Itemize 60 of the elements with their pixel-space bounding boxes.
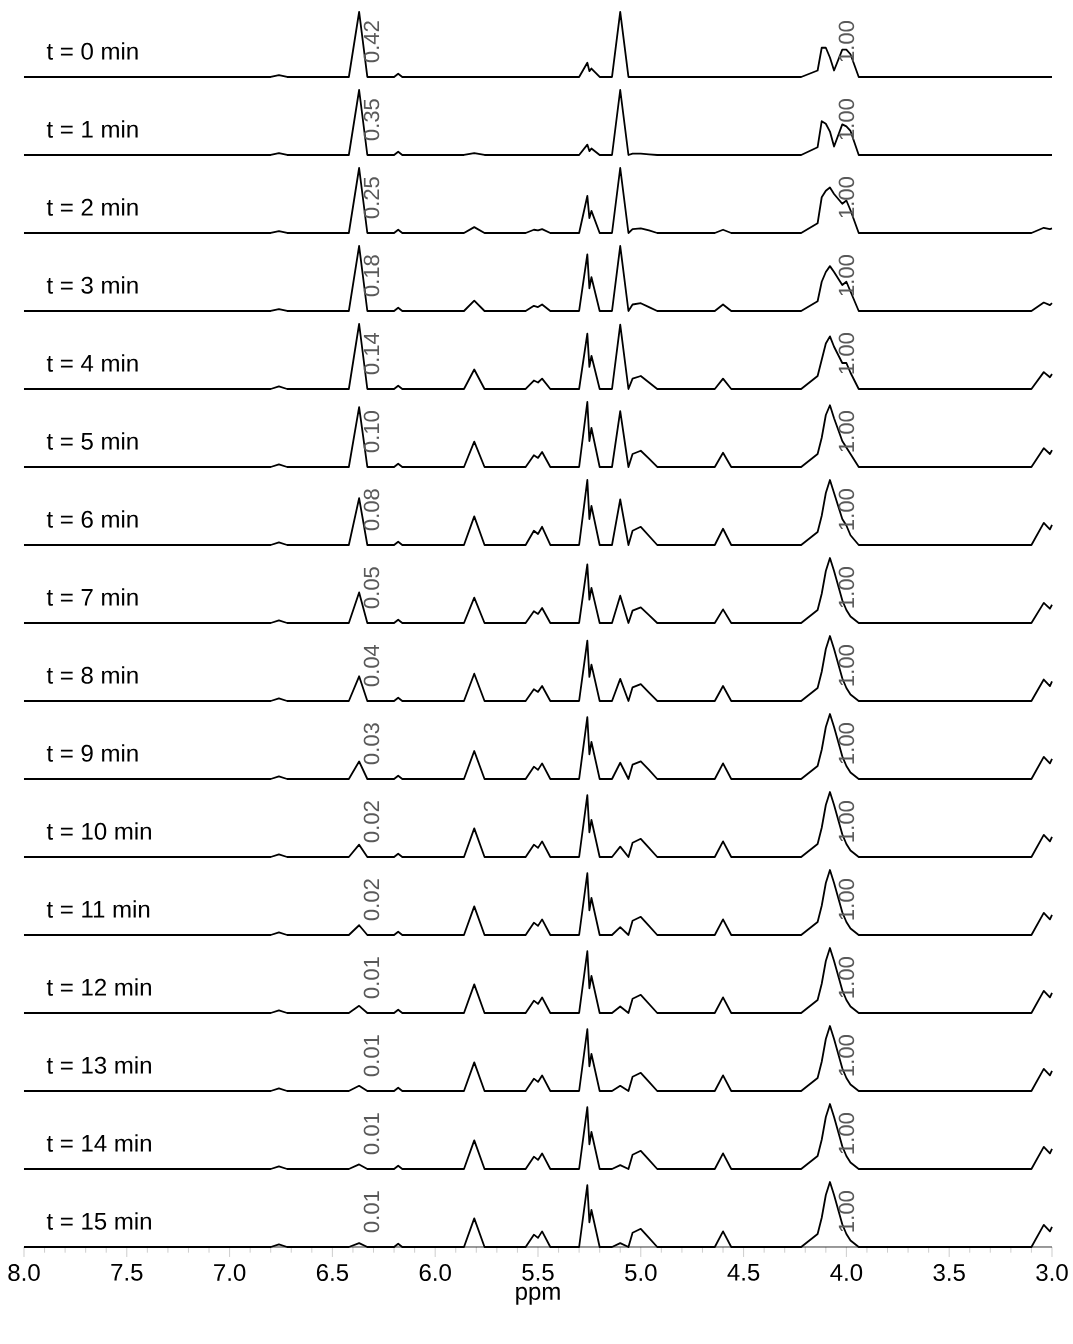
annotation: 1.00 <box>838 645 855 686</box>
annotation: t = 1 min <box>46 120 138 138</box>
annotation: 0.25 <box>363 177 380 219</box>
annotation: 1.00 <box>838 567 855 608</box>
annotation: t = 8 min <box>46 666 138 684</box>
annotation: 0.05 <box>363 567 380 609</box>
annotation: 1.00 <box>838 177 855 218</box>
annotation: 0.04 <box>363 644 380 687</box>
annotation: t = 10 min <box>46 822 151 840</box>
annotation: t = 2 min <box>46 198 138 216</box>
x-tick-label: 8.0 <box>8 1264 40 1282</box>
annotation: 0.01 <box>363 1113 380 1155</box>
annotation: 0.01 <box>363 957 380 999</box>
annotation: 1.00 <box>838 1035 855 1076</box>
annotation: 1.00 <box>838 1113 855 1154</box>
annotation: 1.00 <box>838 255 855 296</box>
annotation: 0.02 <box>363 879 380 921</box>
x-tick-label: 3.0 <box>1036 1264 1068 1282</box>
annotation: t = 15 min <box>46 1212 151 1230</box>
annotation: 1.00 <box>838 489 855 530</box>
x-tick-label: 4.0 <box>830 1264 863 1282</box>
x-tick-label: 6.5 <box>316 1264 349 1282</box>
annotation: t = 5 min <box>46 432 138 450</box>
annotation: 1.00 <box>838 411 855 452</box>
annotation: t = 3 min <box>46 276 138 294</box>
x-tick-label: 7.0 <box>214 1264 246 1282</box>
annotation: 0.08 <box>363 489 380 531</box>
annotation: 0.01 <box>363 1191 380 1233</box>
x-tick-label: 3.5 <box>933 1264 965 1282</box>
x-axis-title: ppm <box>516 1286 560 1305</box>
x-tick-label: 5.5 <box>522 1264 554 1281</box>
annotation: 0.18 <box>363 255 380 297</box>
annotation: 1.00 <box>838 333 855 374</box>
annotation: t = 9 min <box>46 744 138 762</box>
annotation: 0.10 <box>363 411 380 453</box>
x-tick-label: 6.0 <box>419 1264 451 1282</box>
annotation: 0.35 <box>363 99 380 141</box>
annotation: 0.01 <box>363 1035 380 1077</box>
annotation: 1.00 <box>838 1191 855 1232</box>
annotation: t = 6 min <box>46 510 138 528</box>
annotation: 1.00 <box>838 957 855 998</box>
annotation: t = 13 min <box>46 1056 151 1074</box>
annotation: 1.00 <box>838 723 855 764</box>
annotation: t = 12 min <box>46 978 151 996</box>
annotation: t = 11 min <box>46 900 150 918</box>
annotation: 0.14 <box>363 332 380 375</box>
annotation: 0.03 <box>363 723 380 765</box>
annotation: t = 14 min <box>46 1134 151 1152</box>
annotation: t = 0 min <box>46 42 138 60</box>
annotation: 0.42 <box>363 21 380 63</box>
x-tick-label: 7.5 <box>111 1264 143 1281</box>
annotation: 1.00 <box>838 21 855 62</box>
annotation: 0.02 <box>363 801 380 843</box>
annotation: 1.00 <box>838 99 855 140</box>
annotation: 1.00 <box>838 879 855 920</box>
annotation: t = 7 min <box>46 588 138 606</box>
annotation: t = 4 min <box>46 354 138 372</box>
annotation: 1.00 <box>838 801 855 842</box>
x-tick-label: 5.0 <box>625 1264 657 1282</box>
x-tick-label: 4.5 <box>727 1264 760 1281</box>
